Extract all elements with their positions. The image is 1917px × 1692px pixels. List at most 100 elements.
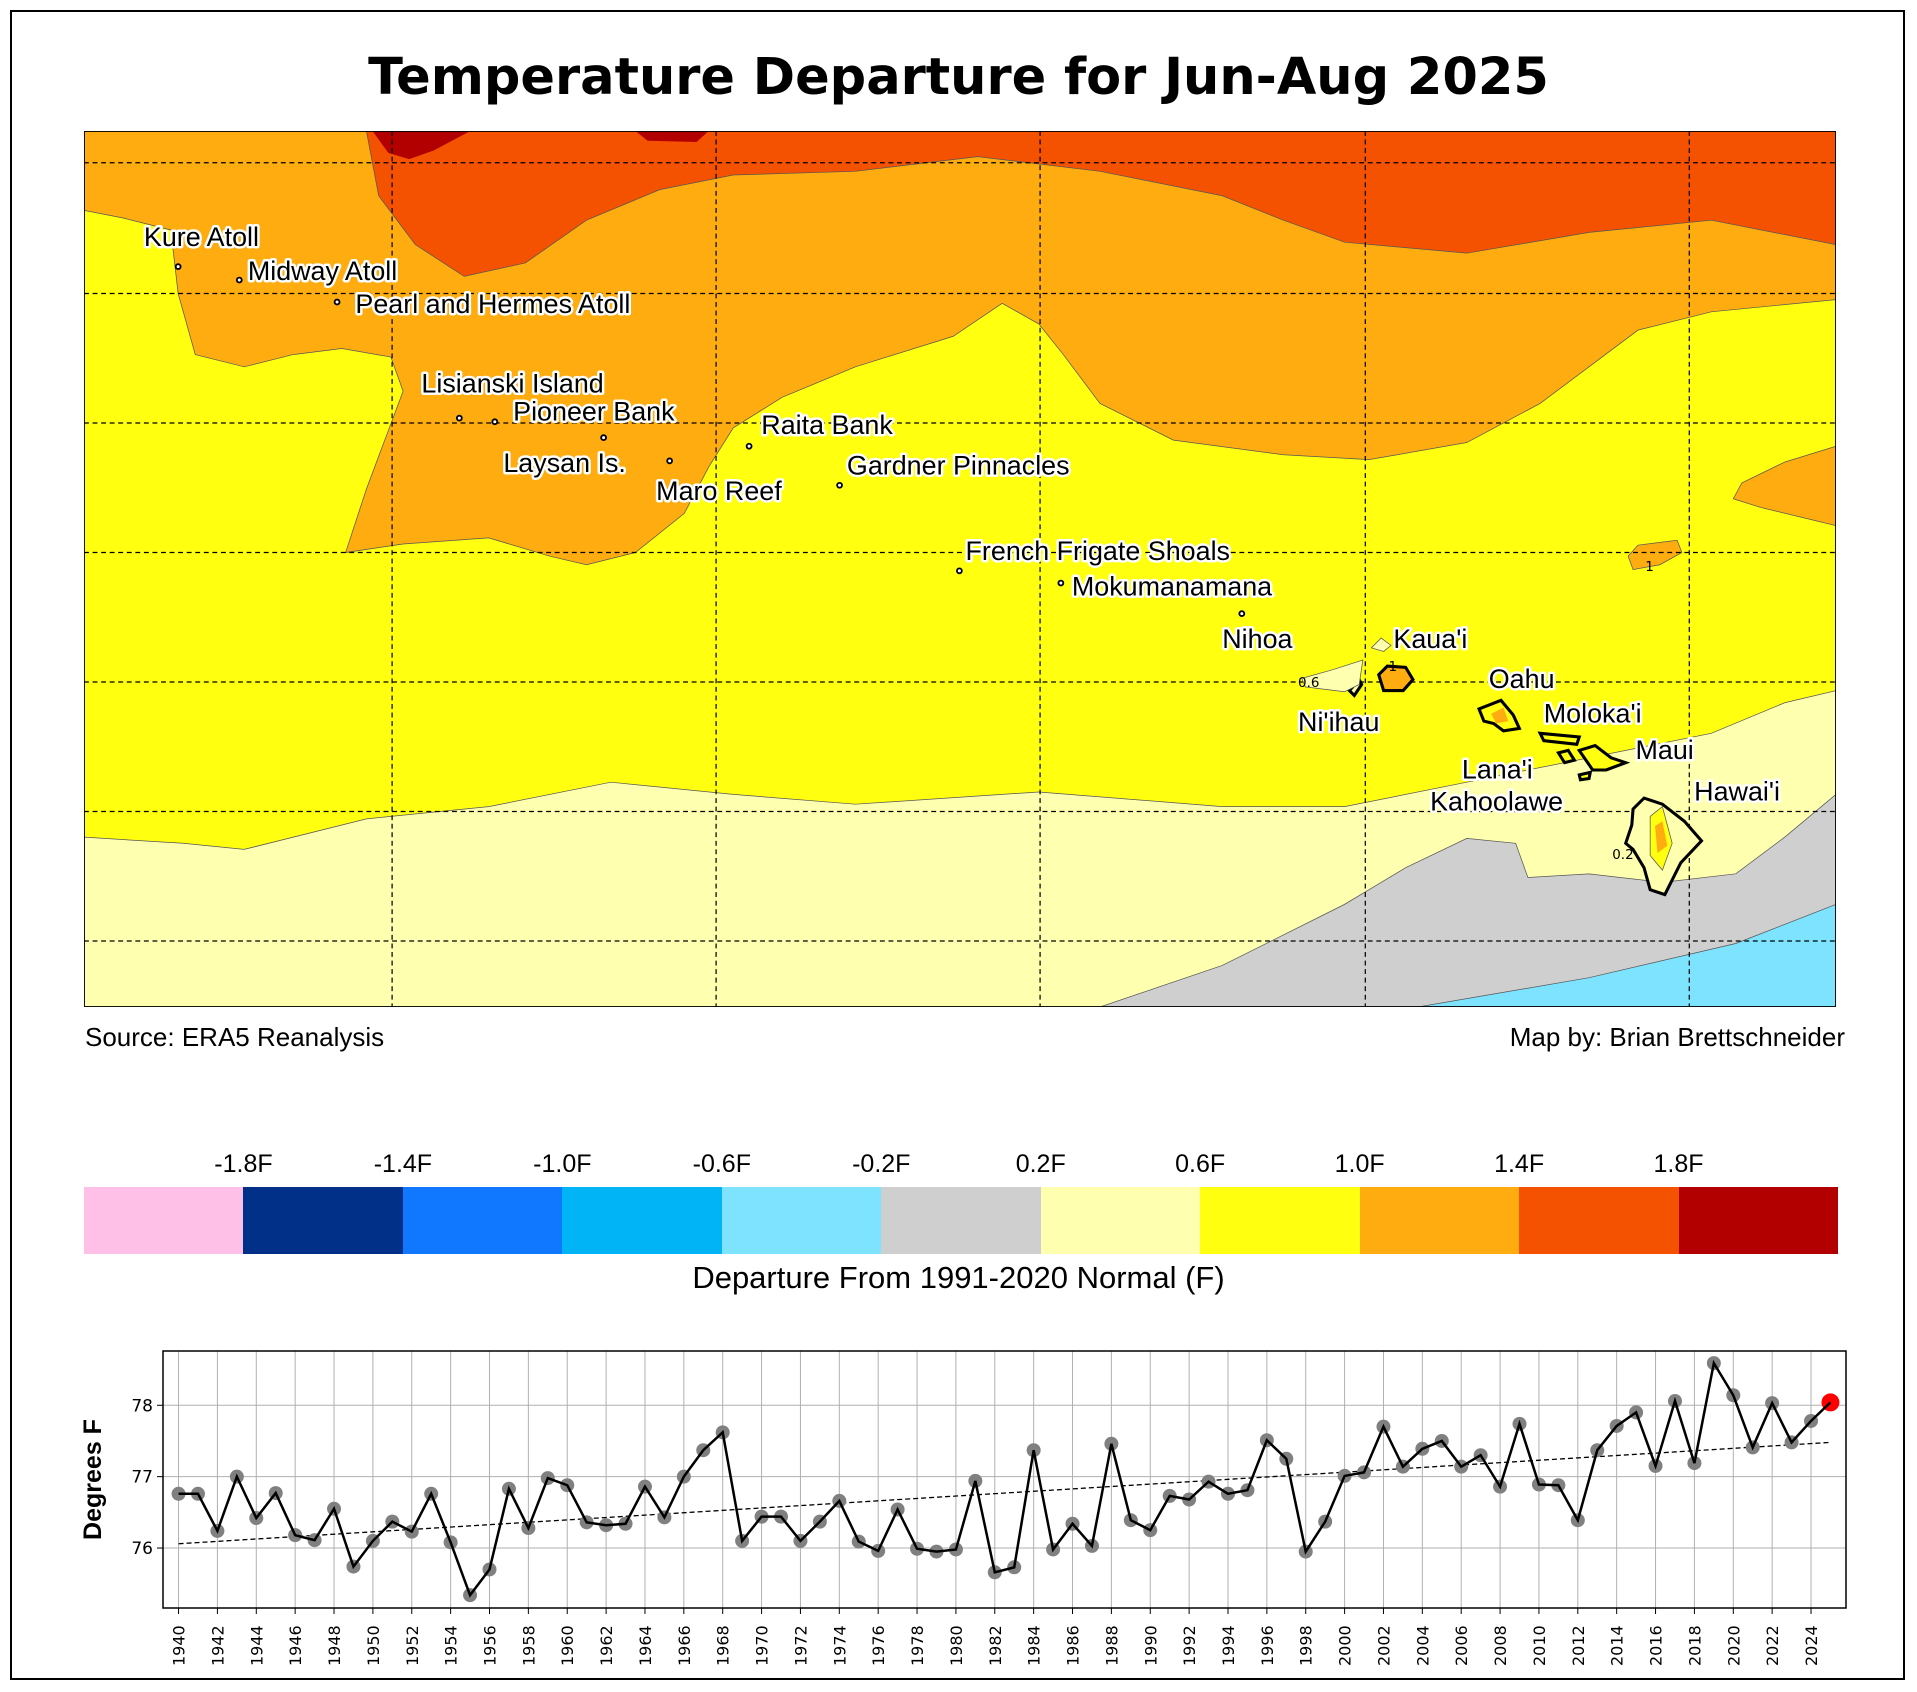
x-tick-label: 1960	[558, 1625, 577, 1666]
figure-border	[10, 10, 1905, 1680]
x-tick-label: 1968	[714, 1625, 733, 1666]
colorbar-tick-label: -0.6F	[692, 1150, 751, 1178]
colorbar-tick-label: -0.2F	[852, 1150, 911, 1178]
annual-temperature-chart: 1940 1942 1944 1946 1948 1950 1952 1954 1956 1958…	[79, 1350, 1847, 1666]
colorbar-tick-label: 0.2F	[1015, 1150, 1066, 1178]
label-lanai: Lana'i	[1462, 755, 1533, 785]
label-oahu: Oahu	[1489, 664, 1555, 694]
credit-note: Map by: Brian Brettschneider	[1509, 1022, 1845, 1052]
x-tick-label: 2002	[1374, 1625, 1393, 1666]
label-midway-atoll: Midway Atoll	[248, 256, 397, 286]
x-tick-label: 1994	[1219, 1625, 1238, 1666]
x-tick-label: 2008	[1491, 1625, 1510, 1666]
x-tick-label: 1970	[753, 1625, 772, 1666]
label-hawaii: Hawai'i	[1694, 777, 1780, 807]
contour-label: 0.6	[1298, 676, 1319, 691]
colorbar-tick-label: -1.4F	[373, 1150, 433, 1178]
label-mokumanamana: Mokumanamana	[1072, 571, 1272, 601]
gridlines	[84, 131, 1836, 1007]
island-maui	[1576, 743, 1631, 772]
colorbar-tick-label: 1.8F	[1653, 1150, 1704, 1178]
x-tick-label: 1952	[403, 1625, 422, 1666]
colorbar-tick-label: 1.0F	[1334, 1150, 1385, 1178]
colorbar-swatch	[562, 1187, 722, 1254]
label-pearl-hermes: Pearl and Hermes Atoll	[355, 289, 630, 319]
y-axis-label: Degrees F	[79, 1419, 107, 1540]
colorbar-tick-label: 0.6F	[1175, 1150, 1226, 1178]
colorbar-tick-label: -1.8F	[214, 1150, 273, 1178]
colorbar-swatch	[1200, 1187, 1360, 1254]
x-tick-label: 1972	[791, 1625, 810, 1666]
x-tick-label: 1976	[869, 1625, 888, 1666]
x-tick-label: 1980	[947, 1625, 966, 1666]
source-note: Source: ERA5 Reanalysis	[85, 1022, 385, 1052]
x-tick-label: 2016	[1647, 1625, 1666, 1666]
label-french-frigate: French Frigate Shoals	[966, 536, 1230, 566]
contour-label: 1	[1645, 560, 1654, 575]
colorbar-swatch	[881, 1187, 1041, 1254]
y-tick-label: 76	[131, 1539, 153, 1559]
x-tick-label: 2000	[1336, 1625, 1355, 1666]
island-kauai-north	[1370, 637, 1392, 652]
x-tick-label: 1948	[325, 1625, 344, 1666]
x-tick-label: 2024	[1802, 1625, 1821, 1666]
trend-line	[178, 1441, 1831, 1545]
label-raita-bank: Raita Bank	[761, 410, 893, 440]
x-tick-label: 1990	[1141, 1625, 1160, 1666]
x-tick-label: 2010	[1530, 1625, 1549, 1666]
colorbar-tick-label: -1.0F	[533, 1150, 592, 1178]
x-tick-label: 1944	[247, 1625, 266, 1666]
label-lisianski: Lisianski Island	[421, 368, 603, 398]
label-laysan: Laysan Is.	[503, 448, 626, 478]
colorbar-swatch	[84, 1187, 244, 1254]
x-tick-label: 1988	[1102, 1625, 1121, 1666]
series-line	[178, 1359, 1832, 1598]
y-tick-label: 77	[131, 1468, 153, 1488]
x-tick-label: 2018	[1685, 1625, 1704, 1666]
label-kahoolawe: Kahoolawe	[1430, 786, 1563, 816]
label-pioneer-bank: Pioneer Bank	[513, 397, 675, 427]
region-red-orange	[366, 131, 1836, 277]
x-tick-label: 1940	[170, 1625, 189, 1666]
oahu-warm-area	[1491, 707, 1509, 724]
region-light-blue	[1417, 903, 1836, 1007]
colorbar-label: Departure From 1991-2020 Normal (F)	[692, 1260, 1225, 1295]
x-tick-label: 1950	[364, 1625, 383, 1666]
x-tick-label: 2004	[1413, 1625, 1432, 1666]
x-tick-label: 2022	[1763, 1625, 1782, 1666]
label-molokai: Moloka'i	[1544, 698, 1642, 728]
label-maro-reef: Maro Reef	[656, 476, 782, 506]
x-tick-label: 2006	[1452, 1625, 1471, 1666]
x-tick-label: 1966	[675, 1625, 694, 1666]
location-points	[174, 263, 1246, 617]
niihau-warm-area	[1301, 659, 1364, 693]
x-tick-label: 2014	[1608, 1625, 1627, 1666]
colorbar-tick-label: 1.4F	[1494, 1150, 1545, 1178]
x-tick-label: 1984	[1025, 1625, 1044, 1666]
contour-label: 0.2	[1612, 848, 1633, 863]
contour-label: 1	[1389, 660, 1398, 675]
colorbar	[84, 1187, 1838, 1254]
region-gray	[1099, 793, 1836, 1007]
place-labels: Kure Atoll Midway Atoll Pearl and Hermes…	[141, 219, 1782, 818]
region-dark-red	[372, 131, 709, 160]
x-tick-label: 1964	[636, 1625, 655, 1666]
x-tick-label: 2020	[1724, 1625, 1743, 1666]
x-tick-label: 1942	[208, 1625, 227, 1666]
plot-border	[162, 1350, 1847, 1609]
colorbar-swatch	[1678, 1187, 1838, 1254]
label-kure-atoll: Kure Atoll	[144, 222, 259, 252]
island-molokai	[1537, 731, 1582, 746]
label-niihau: Ni'ihau	[1298, 707, 1379, 737]
x-tick-label: 1946	[286, 1625, 305, 1666]
hawaii-hot-area	[1655, 821, 1668, 854]
island-kauai	[1377, 664, 1415, 693]
x-tick-label: 1958	[519, 1625, 538, 1666]
x-tick-label: 1974	[830, 1625, 849, 1666]
x-tick-label: 1962	[597, 1625, 616, 1666]
x-tick-label: 1998	[1297, 1625, 1316, 1666]
colorbar-swatch	[1040, 1187, 1201, 1254]
x-tick-label: 2012	[1569, 1625, 1588, 1666]
temperature-departure-map: 0.6 1 0.2 1 Kure Atoll Midway Atoll Pear…	[84, 131, 1836, 1007]
colorbar-swatch	[1519, 1187, 1679, 1254]
